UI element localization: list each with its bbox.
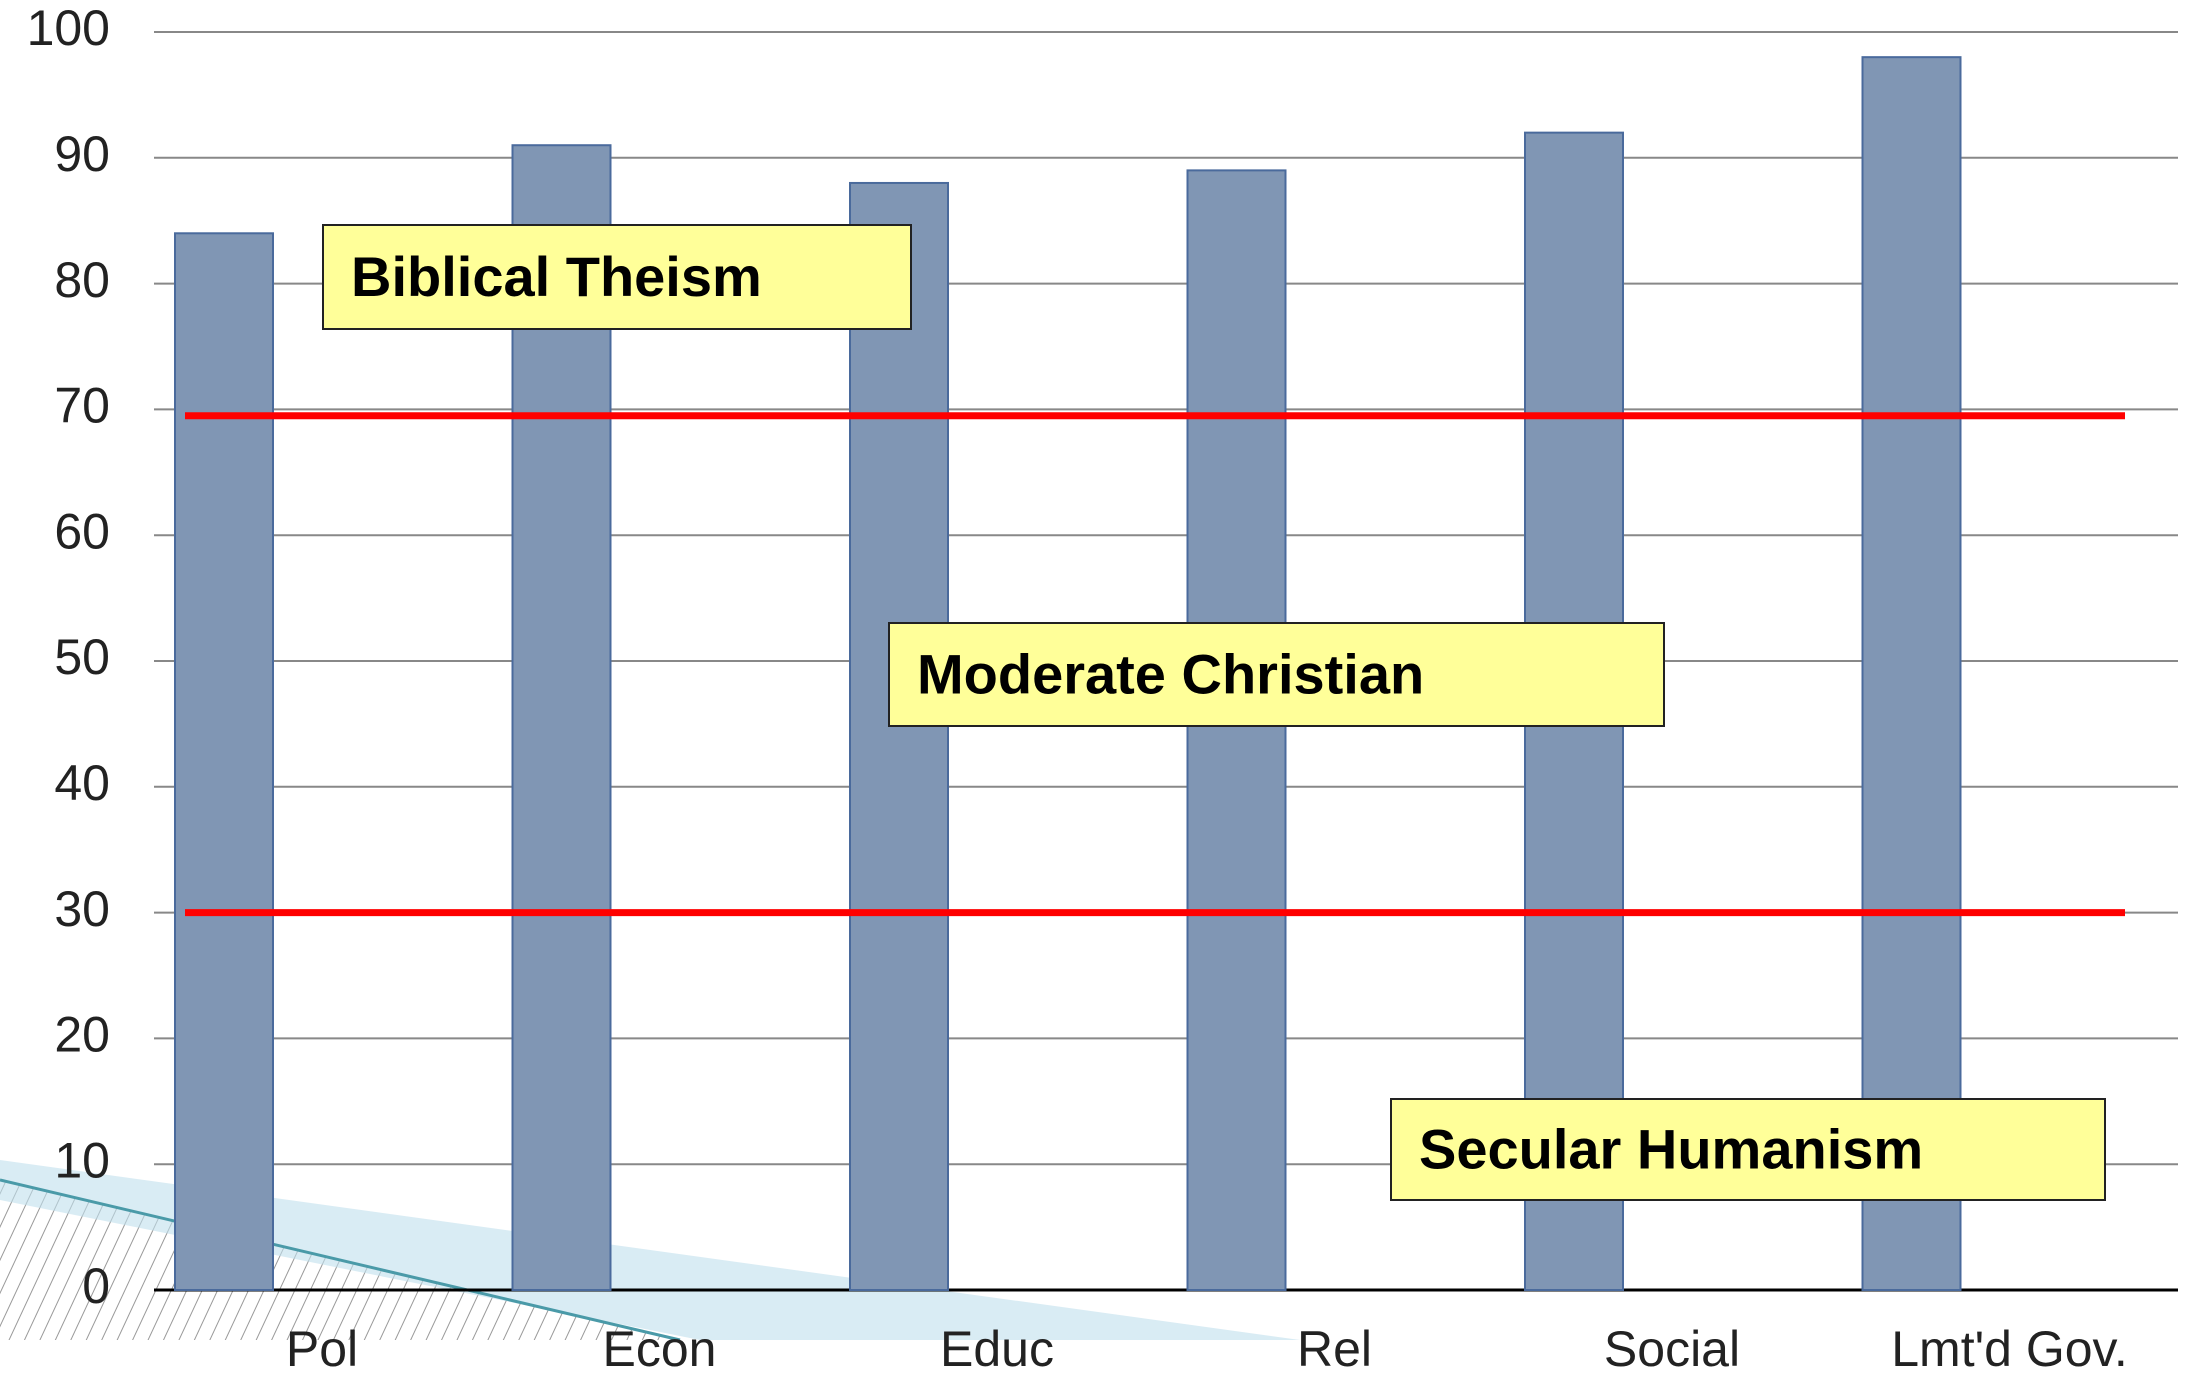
y-tick-label: 70 [54,378,110,434]
annotation: Biblical Theism [351,245,762,308]
annotation: Secular Humanism [1419,1117,1923,1180]
bar [1861,56,1962,1291]
y-tick-label: 40 [54,755,110,811]
x-tick-label: Pol [286,1321,358,1377]
decoration [0,1160,1300,1340]
x-tick-label: Educ [940,1321,1054,1377]
x-tick-label: Rel [1297,1321,1372,1377]
annotation: Moderate Christian [917,642,1424,705]
y-tick-label: 0 [82,1258,110,1314]
annotation-box [888,622,1665,727]
y-tick-label: 30 [54,881,110,937]
bar [511,144,612,1292]
x-tick-label: Social [1604,1321,1740,1377]
annotation-box [1390,1098,2106,1201]
bar [1186,169,1287,1291]
y-tick-label: 60 [54,503,110,559]
bar [174,232,274,1291]
y-tick-label: 100 [27,0,110,56]
y-tick-label: 10 [54,1132,110,1188]
y-tick-label: 80 [54,252,110,308]
bar [849,181,949,1292]
y-tick-label: 90 [54,126,110,182]
decoration [0,1178,681,1342]
y-tick-label: 50 [54,629,110,685]
y-tick-label: 20 [54,1007,110,1063]
x-tick-label: Econ [603,1321,717,1377]
x-tick-label: Lmt'd Gov. [1891,1321,2127,1377]
annotation-box [322,224,912,330]
